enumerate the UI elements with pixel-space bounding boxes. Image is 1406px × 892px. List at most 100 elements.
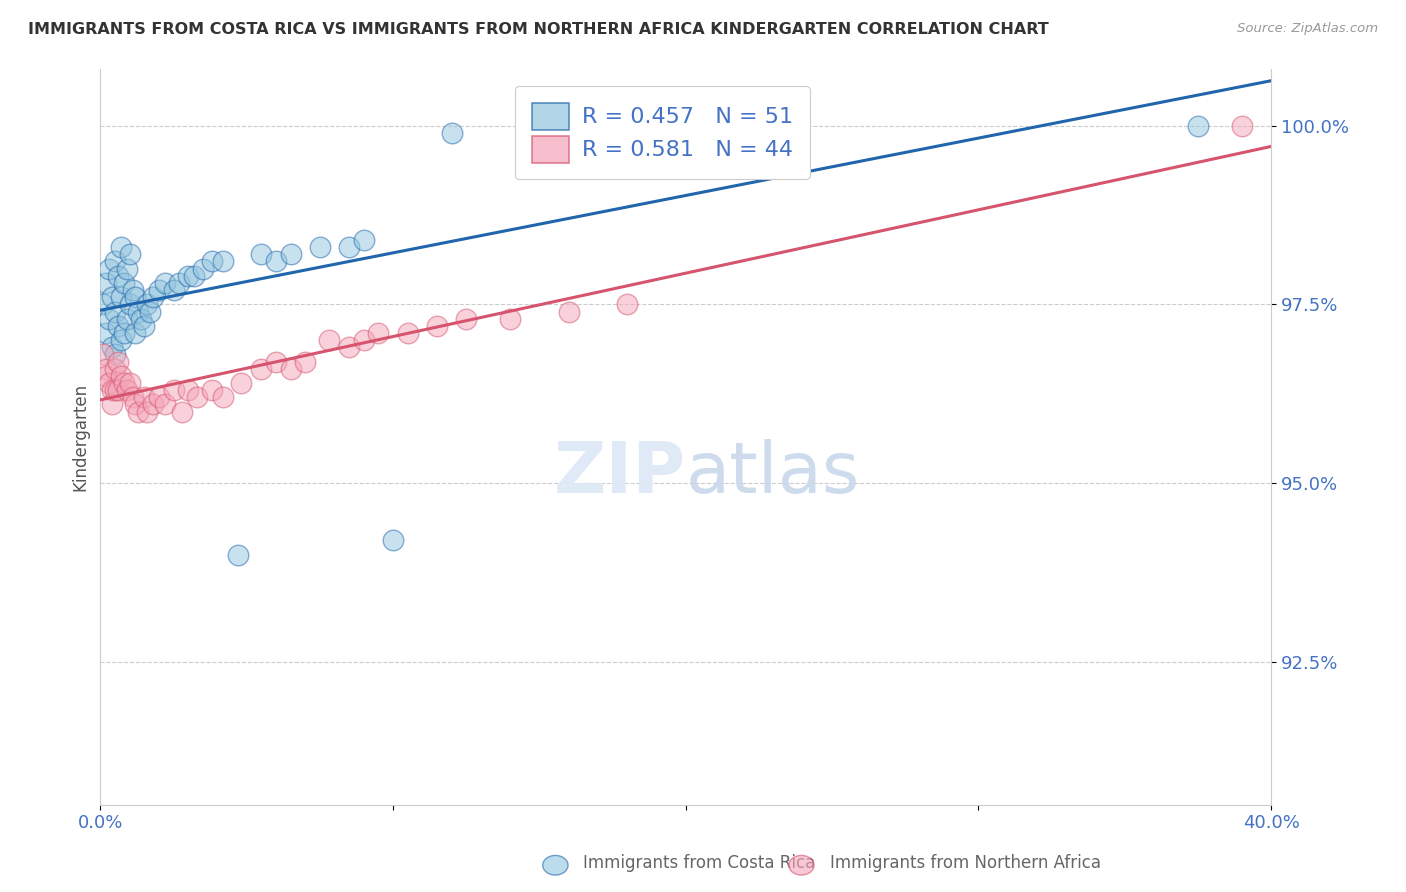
Point bbox=[136, 297, 159, 311]
Point bbox=[440, 126, 463, 140]
Point bbox=[337, 240, 360, 254]
Point bbox=[112, 276, 135, 290]
Point bbox=[616, 297, 638, 311]
Point bbox=[107, 268, 129, 283]
Point bbox=[294, 354, 316, 368]
Point bbox=[183, 268, 205, 283]
Point bbox=[98, 261, 121, 276]
Point bbox=[382, 533, 405, 548]
Point bbox=[91, 347, 114, 361]
Legend: R = 0.457   N = 51, R = 0.581   N = 44: R = 0.457 N = 51, R = 0.581 N = 44 bbox=[515, 87, 810, 179]
Point bbox=[280, 361, 302, 376]
Point bbox=[264, 354, 287, 368]
Point bbox=[124, 290, 146, 304]
Point bbox=[1230, 119, 1253, 133]
Point bbox=[191, 261, 214, 276]
Point bbox=[112, 376, 135, 390]
Point bbox=[96, 276, 118, 290]
Point bbox=[557, 304, 579, 318]
Text: Immigrants from Costa Rica: Immigrants from Costa Rica bbox=[583, 855, 815, 872]
Point bbox=[124, 326, 146, 340]
Point bbox=[142, 397, 165, 411]
Point bbox=[1187, 119, 1209, 133]
Text: Immigrants from Northern Africa: Immigrants from Northern Africa bbox=[830, 855, 1101, 872]
Point bbox=[212, 390, 235, 404]
Point bbox=[127, 304, 149, 318]
Point bbox=[426, 318, 449, 333]
Text: IMMIGRANTS FROM COSTA RICA VS IMMIGRANTS FROM NORTHERN AFRICA KINDERGARTEN CORRE: IMMIGRANTS FROM COSTA RICA VS IMMIGRANTS… bbox=[28, 22, 1049, 37]
Point bbox=[177, 383, 200, 397]
Point bbox=[153, 397, 176, 411]
Point bbox=[98, 311, 121, 326]
Point bbox=[367, 326, 389, 340]
Point bbox=[104, 347, 127, 361]
Point bbox=[104, 361, 127, 376]
Point bbox=[131, 311, 153, 326]
Point bbox=[101, 290, 124, 304]
Point bbox=[162, 383, 184, 397]
Point bbox=[96, 368, 118, 383]
Point bbox=[177, 268, 200, 283]
Point bbox=[136, 404, 159, 418]
Point bbox=[134, 318, 156, 333]
Point bbox=[148, 283, 170, 297]
Point bbox=[104, 254, 127, 268]
Point bbox=[110, 368, 132, 383]
Point bbox=[134, 390, 156, 404]
Point bbox=[200, 254, 222, 268]
Y-axis label: Kindergarten: Kindergarten bbox=[72, 383, 89, 491]
Point bbox=[118, 376, 141, 390]
Point bbox=[499, 311, 522, 326]
Point bbox=[264, 254, 287, 268]
Point bbox=[96, 361, 118, 376]
Point bbox=[353, 333, 375, 347]
Text: Source: ZipAtlas.com: Source: ZipAtlas.com bbox=[1237, 22, 1378, 36]
Point bbox=[115, 311, 138, 326]
Point bbox=[337, 340, 360, 354]
Point bbox=[226, 548, 249, 562]
Point bbox=[121, 283, 143, 297]
Point bbox=[162, 283, 184, 297]
Point bbox=[127, 404, 149, 418]
Point bbox=[98, 376, 121, 390]
Point bbox=[107, 354, 129, 368]
Text: ZIP: ZIP bbox=[554, 439, 686, 508]
Point bbox=[104, 383, 127, 397]
Point bbox=[318, 333, 340, 347]
Point bbox=[101, 383, 124, 397]
Point bbox=[96, 326, 118, 340]
Point bbox=[101, 340, 124, 354]
Point bbox=[110, 290, 132, 304]
Point bbox=[115, 261, 138, 276]
Point bbox=[121, 390, 143, 404]
Point bbox=[118, 247, 141, 261]
Point bbox=[101, 397, 124, 411]
Point bbox=[529, 133, 551, 147]
Text: atlas: atlas bbox=[686, 439, 860, 508]
Point bbox=[456, 311, 478, 326]
Point bbox=[112, 326, 135, 340]
Point bbox=[229, 376, 252, 390]
Point bbox=[110, 333, 132, 347]
Point bbox=[124, 397, 146, 411]
Point bbox=[557, 119, 579, 133]
Point bbox=[139, 304, 162, 318]
Point bbox=[148, 390, 170, 404]
Point bbox=[250, 247, 273, 261]
Point bbox=[153, 276, 176, 290]
Point bbox=[250, 361, 273, 376]
Point bbox=[110, 240, 132, 254]
Point bbox=[186, 390, 208, 404]
Point bbox=[118, 297, 141, 311]
Point bbox=[200, 383, 222, 397]
Point bbox=[280, 247, 302, 261]
Point bbox=[309, 240, 332, 254]
Point bbox=[115, 383, 138, 397]
Point bbox=[396, 326, 419, 340]
Point bbox=[169, 276, 191, 290]
Point bbox=[142, 290, 165, 304]
Point bbox=[107, 318, 129, 333]
Point bbox=[172, 404, 194, 418]
Point bbox=[91, 297, 114, 311]
Point bbox=[353, 233, 375, 247]
